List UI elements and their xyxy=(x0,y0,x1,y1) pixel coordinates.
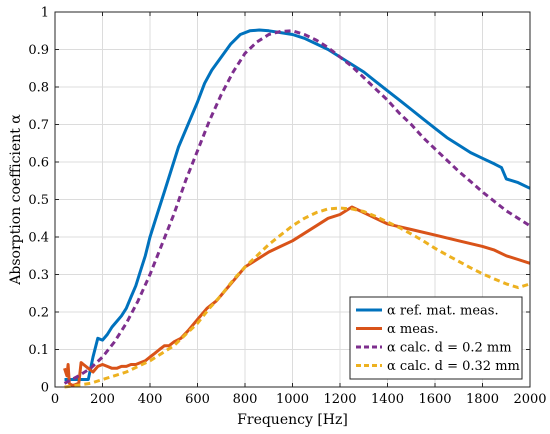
y-tick-label: 0.1 xyxy=(28,343,49,358)
y-axis-title: Absorption coefficient α xyxy=(8,114,24,286)
y-tick-label: 0 xyxy=(41,381,49,396)
x-tick-label: 600 xyxy=(185,392,210,407)
x-tick-label: 2000 xyxy=(513,392,546,407)
y-tick-label: 0.3 xyxy=(28,268,49,283)
legend: α ref. mat. meas. α meas. α calc. d = 0.2 … xyxy=(349,296,523,380)
y-tick-label: 1 xyxy=(41,6,49,21)
legend-label: α meas. xyxy=(387,322,439,337)
x-axis-title: Frequency [Hz] xyxy=(237,412,348,428)
y-tick-label: 0.5 xyxy=(28,193,49,208)
x-tick-label: 400 xyxy=(138,392,163,407)
legend-label: α ref. mat. meas. xyxy=(387,304,499,319)
legend-label: α calc. d = 0.32 mm xyxy=(387,359,520,374)
x-tick-label: 800 xyxy=(233,392,258,407)
series-line-1 xyxy=(64,28,531,381)
y-tick-label: 0.6 xyxy=(28,156,49,171)
series-line-2 xyxy=(63,205,531,387)
legend-label: α calc. d = 0.2 mm xyxy=(387,341,512,356)
y-tick-label: 0.2 xyxy=(28,306,49,321)
y-tick-label: 0.8 xyxy=(28,81,49,96)
y-tick-label: 0.9 xyxy=(28,43,49,58)
x-tick-label: 1200 xyxy=(323,392,356,407)
x-tick-label: 1600 xyxy=(418,392,451,407)
x-tick-label: 1800 xyxy=(466,392,499,407)
x-tick-label: 200 xyxy=(90,392,115,407)
y-tick-label: 0.7 xyxy=(28,118,49,133)
x-tick-label: 0 xyxy=(51,392,59,407)
series-lines xyxy=(63,28,531,389)
axis-ticks: 0 200 400 600 800 1000 1200 1400 1600 1800 2000 0 0.… xyxy=(28,6,546,408)
series-line-3 xyxy=(63,29,531,385)
x-tick-label: 1400 xyxy=(371,392,404,407)
y-tick-label: 0.4 xyxy=(28,231,49,246)
series-line-4 xyxy=(64,206,531,389)
x-tick-label: 1000 xyxy=(276,392,309,407)
